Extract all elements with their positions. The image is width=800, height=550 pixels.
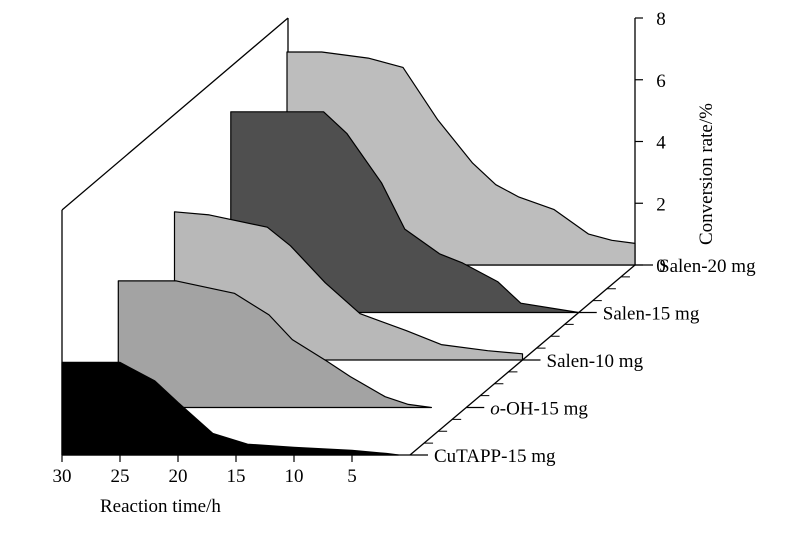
x-tick-label: 5 bbox=[347, 466, 357, 487]
series-area-4 bbox=[230, 111, 580, 314]
x-axis-ticks: 30 25 20 15 10 5 bbox=[53, 455, 357, 487]
y-tick-label: 6 bbox=[656, 71, 666, 92]
x-axis-title: Reaction time/h bbox=[100, 496, 221, 517]
x-tick-label: 10 bbox=[285, 466, 304, 487]
series-area-2 bbox=[117, 280, 432, 409]
y-tick-label: 4 bbox=[656, 133, 666, 154]
series-axis-ticks: CuTAPP-15 mg o-OH-15 mg Salen-10 mg Salen-1… bbox=[410, 256, 756, 467]
x-tick-label: 25 bbox=[111, 466, 130, 487]
x-tick-label: 30 bbox=[53, 466, 72, 487]
series-area-1 bbox=[61, 361, 399, 456]
y-axis-ticks: 0 2 4 6 8 bbox=[635, 9, 666, 277]
y-tick-label: 2 bbox=[656, 194, 666, 215]
x-tick-label: 20 bbox=[169, 466, 188, 487]
x-tick-label: 15 bbox=[227, 466, 246, 487]
series-label: CuTAPP-15 mg bbox=[434, 446, 556, 467]
series-label: Salen-15 mg bbox=[603, 304, 700, 325]
depth-top-edge bbox=[61, 17, 289, 211]
y-tick-label: 8 bbox=[656, 9, 666, 30]
series-label: o-OH-15 mg bbox=[490, 399, 588, 420]
series-label: Salen-20 mg bbox=[659, 256, 756, 277]
series-label: Salen-10 mg bbox=[547, 351, 644, 372]
y-axis-title: Conversion rate/% bbox=[696, 103, 717, 245]
y-tick-label: 0 bbox=[656, 256, 666, 277]
series-slices bbox=[61, 51, 636, 456]
